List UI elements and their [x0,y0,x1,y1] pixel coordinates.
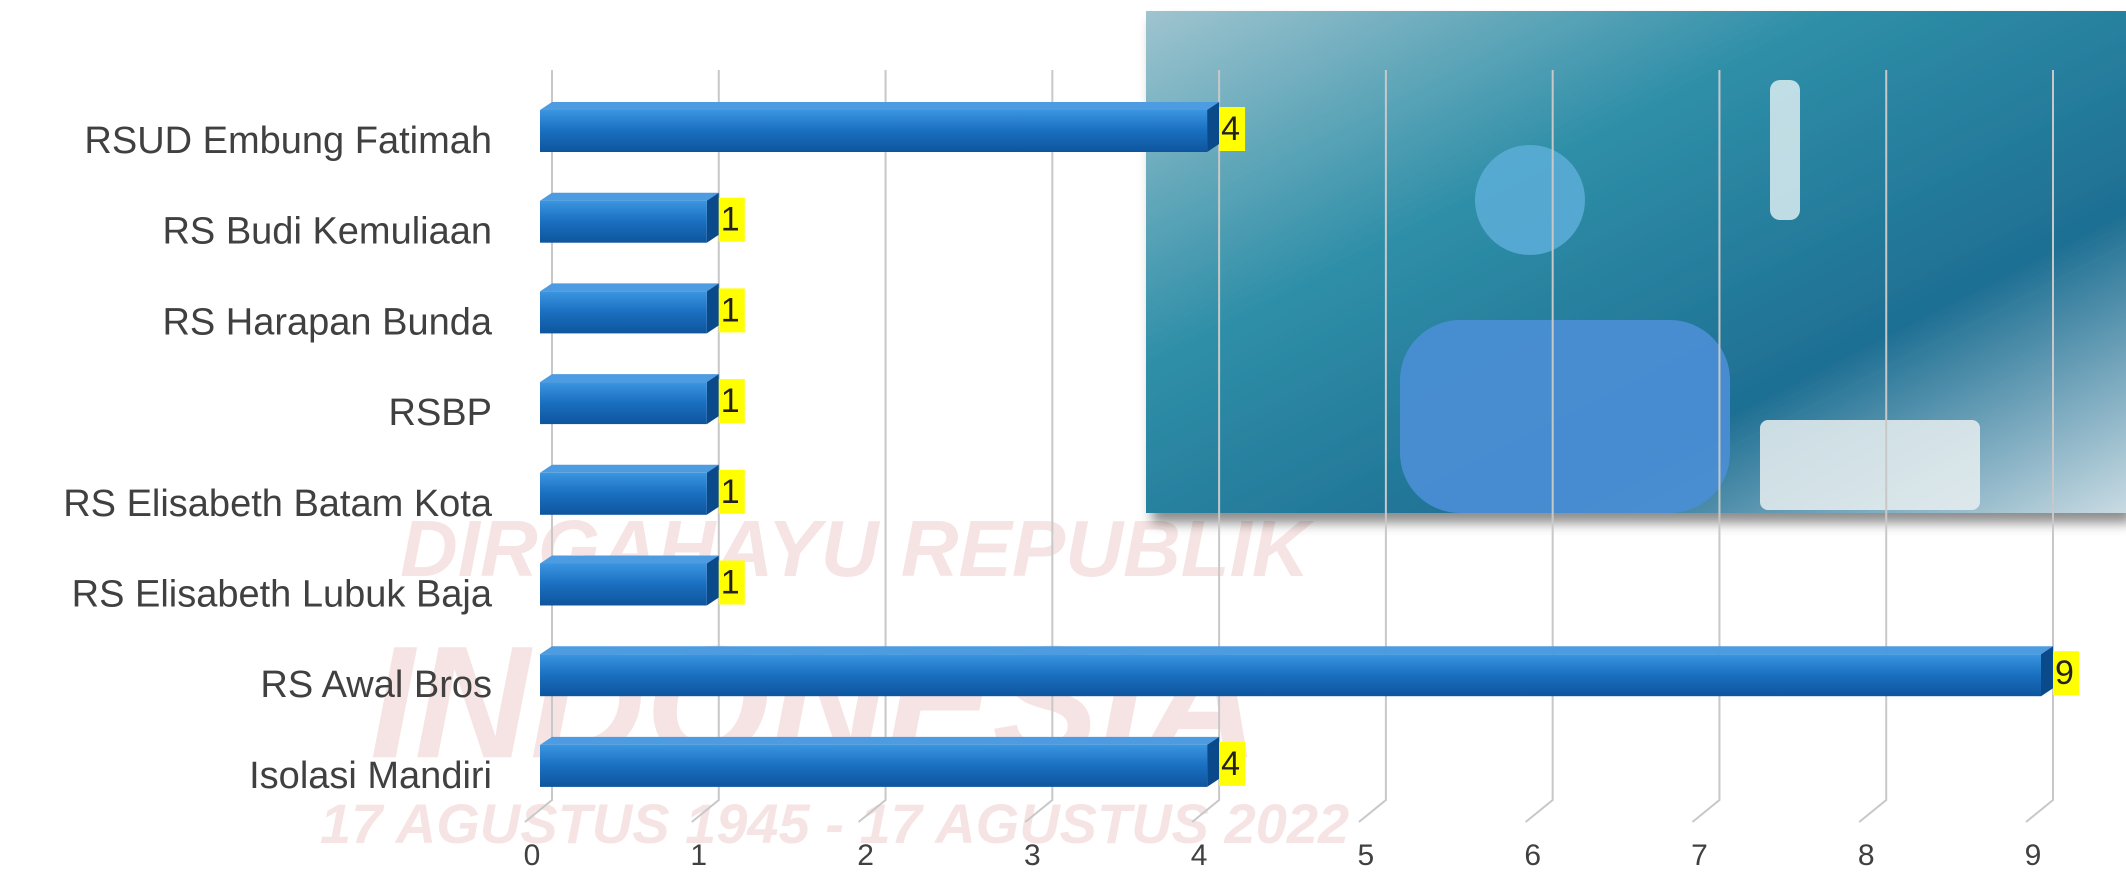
photo [1146,11,2126,513]
x-tick-label: 4 [1191,839,1208,870]
bar-top [540,465,719,473]
page: DIRGAHAYU REPUBLIK INDONESIA 17 AGUSTUS … [0,0,2126,870]
y-tick-label: RSUD Embung Fatimah [84,120,492,162]
x-tick-label: 5 [1358,839,1375,870]
x-tick-label: 8 [1858,839,1875,870]
bar-top [540,737,1219,745]
value-label: 1 [721,473,740,511]
bar [540,745,1207,787]
x-tick-label: 2 [857,839,874,870]
y-tick-label: Isolasi Mandiri [249,755,492,797]
x-tick-label: 9 [2025,839,2042,870]
bar-side [707,283,719,333]
value-label: 1 [721,382,740,420]
bar-side [1207,737,1219,787]
bar-top [540,646,2053,654]
bar [540,654,2041,696]
x-tick-label: 7 [1691,839,1708,870]
bar-side [1207,102,1219,152]
value-label: 4 [1221,110,1240,148]
y-tick-label: RSBP [389,392,492,434]
bar-top [540,374,719,382]
bar-top [540,283,719,291]
bar [540,382,707,424]
x-tick-label: 1 [690,839,707,870]
bar-side [707,193,719,243]
watermark-text: DIRGAHAYU REPUBLIK [400,504,1315,593]
x-tick-label: 0 [524,839,541,870]
y-tick-label: RS Awal Bros [260,664,492,706]
value-label: 1 [721,201,740,239]
y-tick-label: RS Harapan Bunda [162,301,492,343]
y-tick-label: RS Elisabeth Batam Kota [63,483,493,525]
bar [540,564,707,606]
bar-side [2041,646,2053,696]
bar [540,201,707,243]
bar-side [707,465,719,515]
bar [540,291,707,333]
bar-side [707,374,719,424]
value-label: 4 [1221,745,1240,783]
bar-top [540,102,1219,110]
y-tick-label: RS Budi Kemuliaan [162,211,492,253]
bar-top [540,556,719,564]
y-tick-label: RS Elisabeth Lubuk Baja [72,574,493,616]
chart: DIRGAHAYU REPUBLIK INDONESIA 17 AGUSTUS … [0,0,2126,870]
x-tick-label: 6 [1524,839,1541,870]
value-label: 1 [721,291,740,329]
bar-side [707,556,719,606]
bar-top [540,193,719,201]
bar [540,473,707,515]
value-label: 9 [2055,654,2074,692]
x-tick-label: 3 [1024,839,1041,870]
bar [540,110,1207,152]
value-label: 1 [721,563,740,601]
